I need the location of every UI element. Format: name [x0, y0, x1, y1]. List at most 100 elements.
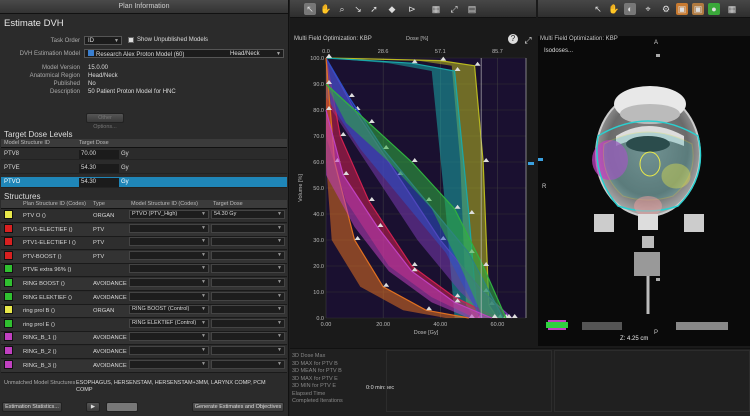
structure-color-swatch[interactable] [4, 223, 13, 233]
structure-color-swatch[interactable] [4, 305, 13, 315]
chevron-down-icon: ▼ [277, 279, 282, 285]
estimation-statistics-button[interactable]: Estimation Statistics... [2, 402, 62, 412]
structure-name: RING BOOST () [23, 281, 65, 287]
model-structure-select[interactable]: RING ELEKTIEF (Control) ▼ [129, 318, 209, 328]
structure-name: ring prol B () [23, 308, 55, 315]
model-structure-select[interactable]: ▼ [129, 250, 209, 260]
other-options-button[interactable]: Other Options... [86, 113, 124, 130]
structure-row[interactable]: ring prol E () RING ELEKTIEF (Control) ▼ ▼ [1, 318, 287, 332]
isodose-icon[interactable]: ▣ [676, 3, 688, 15]
isodoses-label[interactable]: Isodoses... [544, 48, 574, 54]
structure-name: ring prol E () [23, 321, 55, 328]
layout-icon[interactable]: ▦ [727, 4, 737, 14]
beam-icon[interactable]: ● [708, 3, 720, 15]
structure-row[interactable]: PTV1-ELECTIEF () PTV ▼ ▼ [1, 223, 287, 237]
structure-color-swatch[interactable] [4, 291, 13, 301]
target-dose-select[interactable]: ▼ [211, 346, 285, 355]
structure-row[interactable]: RING ELEKTIEF () AVOIDANCE ▼ ▼ [1, 291, 287, 305]
show-unpublished-checkbox[interactable] [128, 37, 134, 43]
model-structure-select[interactable]: ▼ [129, 359, 209, 369]
target-row[interactable]: PTV8 70.00 Gy [1, 149, 287, 160]
measure-icon[interactable]: ↘ [354, 4, 362, 14]
model-version-value: 15.0.00 [88, 65, 109, 71]
structure-color-swatch[interactable] [4, 264, 13, 274]
structure-color-swatch[interactable] [4, 332, 13, 342]
chevron-down-icon: ▼ [201, 279, 206, 285]
dvh-chart[interactable]: 100.0 90.0 80.0 70.0 60.0 50.0 40.0 30.0 20.0 10.… [294, 44, 536, 348]
target-dose-input[interactable]: 70.00 [79, 150, 119, 159]
fit-icon[interactable]: ⤢ [450, 4, 458, 14]
help-icon[interactable]: ? [508, 34, 518, 44]
window-level-icon[interactable]: ◐ [624, 3, 636, 15]
pan-icon[interactable]: ✋ [608, 4, 620, 14]
expand-icon[interactable]: ⤢ [524, 35, 532, 45]
target-dose-select[interactable]: ▼ [211, 291, 285, 301]
target-dose-select[interactable]: ▼ [211, 237, 285, 247]
measure-icon[interactable]: ⌖ [645, 4, 651, 14]
target-dose-select[interactable]: ▼ [211, 250, 285, 260]
model-structure-select[interactable]: ▼ [129, 264, 209, 274]
generate-estimates-button[interactable]: Generate Estimates and Objectives [192, 402, 284, 412]
dose-percent-tick: 57.1 [435, 49, 446, 55]
structure-row[interactable]: PTV-BOOST () PTV ▼ ▼ [1, 250, 287, 264]
structure-row[interactable]: PTVE extra 96% () ▼ ▼ [1, 264, 287, 278]
col-target-dose: Target Dose [213, 201, 243, 207]
dose-marker [528, 162, 534, 165]
structure-row[interactable]: PTV1-ELECTIEF I () PTV ▼ ▼ [1, 237, 287, 251]
structure-row[interactable]: ring prol B () ORGAN RING BOOST (Control) ▼… [1, 305, 287, 319]
model-structure-select[interactable]: ▼ [129, 237, 209, 247]
structure-row[interactable]: PTV O () ORGAN PTVO (PTV_High) ▼ 54.30 Gy ▼ [1, 210, 287, 223]
structure-color-swatch[interactable] [4, 359, 13, 369]
structure-icon[interactable]: ▣ [692, 3, 704, 15]
structure-name: RING ELEKTIEF () [23, 294, 72, 301]
arrow-icon[interactable]: ➚ [370, 4, 378, 14]
model-structure-select[interactable]: ▼ [129, 278, 209, 287]
structure-row[interactable]: RING_B_1 () AVOIDANCE ▼ ▼ [1, 332, 287, 346]
model-structure-select[interactable]: ▼ [129, 223, 209, 233]
zoom-icon[interactable]: ⌕ [339, 4, 345, 14]
structure-color-swatch[interactable] [4, 250, 13, 260]
structure-color-swatch[interactable] [4, 278, 13, 287]
play-button[interactable]: ▶ [86, 402, 100, 412]
image-icon[interactable]: ▦ [431, 4, 441, 14]
structure-row[interactable]: RING_B_3 () AVOIDANCE ▼ ▼ [1, 359, 287, 373]
dvh-model-select[interactable]: Research Alex Proton Model (60) Head/Nec… [84, 49, 284, 58]
print-icon[interactable]: ▤ [467, 4, 477, 14]
target-dose-select[interactable]: ▼ [211, 359, 285, 369]
y-tick-label: 20.0 [313, 264, 324, 270]
chevron-down-icon: ▼ [201, 265, 206, 272]
settings-icon[interactable]: ⚙ [661, 4, 671, 14]
dvh-objective-marker [511, 314, 518, 318]
target-dose-select[interactable]: ▼ [211, 264, 285, 274]
target-dose-input[interactable]: 54.30 [79, 164, 119, 173]
structure-color-swatch[interactable] [4, 346, 13, 355]
structure-color-swatch[interactable] [4, 210, 13, 219]
tool-icon[interactable]: ⊳ [408, 4, 416, 14]
target-dose-select[interactable]: ▼ [211, 278, 285, 287]
dvh-objective-marker [377, 223, 384, 227]
ct-view[interactable]: Multi Field Optimization: KBP Isodoses..… [538, 36, 750, 346]
model-structure-select[interactable]: RING BOOST (Control) ▼ [129, 305, 209, 315]
structure-row[interactable]: RING_B_2 () AVOIDANCE ▼ ▼ [1, 346, 287, 359]
model-structure-select[interactable]: ▼ [129, 291, 209, 301]
target-dose-select[interactable]: ▼ [211, 223, 285, 233]
model-structure-select[interactable]: PTVO (PTV_High) ▼ [129, 210, 209, 219]
structure-color-swatch[interactable] [4, 318, 13, 328]
target-dose-input[interactable]: 54.30 [79, 178, 119, 187]
target-dose-select[interactable]: ▼ [211, 332, 285, 342]
target-dose-select[interactable]: ▼ [211, 318, 285, 328]
target-row[interactable]: PTVE 54.30 Gy [1, 163, 287, 174]
target-dose-select[interactable]: ▼ [211, 305, 285, 315]
pan-icon[interactable]: ✋ [320, 4, 332, 14]
target-row-selected[interactable]: PTVO 54.30 Gy [1, 177, 287, 188]
model-structure-select[interactable]: ▼ [129, 332, 209, 342]
diamond-icon[interactable]: ◆ [388, 4, 396, 14]
model-structure-select[interactable]: ▼ [129, 346, 209, 355]
anatomical-region-value: Head/Neck [88, 73, 118, 79]
target-dose-select[interactable]: 54.30 Gy ▼ [211, 210, 285, 219]
task-order-select[interactable]: ID ▼ [84, 36, 122, 45]
structure-row[interactable]: RING BOOST () AVOIDANCE ▼ ▼ [1, 278, 287, 291]
pointer-icon[interactable]: ↖ [304, 3, 316, 15]
structure-color-swatch[interactable] [4, 237, 13, 247]
pointer-icon[interactable]: ↖ [594, 4, 602, 14]
